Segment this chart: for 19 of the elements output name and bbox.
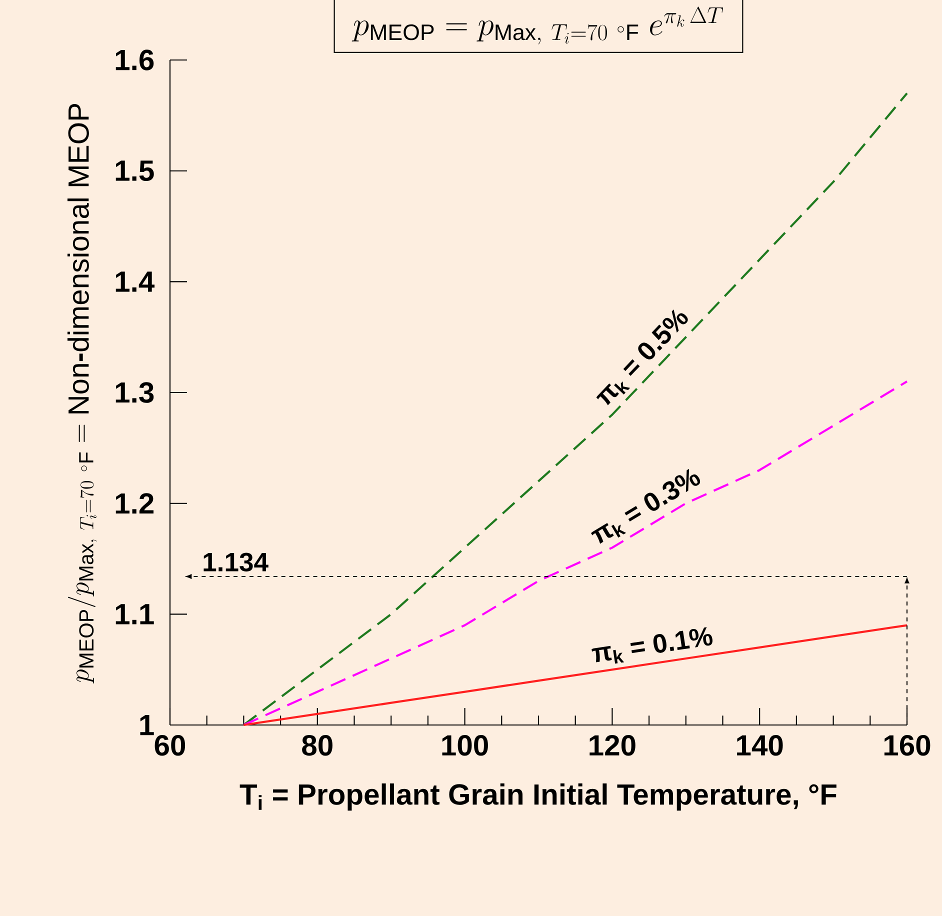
- chart-title: $p_{\mathrm{MEOP}} = p_{\mathrm{Max},\ T_{i} = 70\ {}^{\circ}\mathrm{F}}\ e^{\pi_{k}\,\Delta T}$: [352, 6, 724, 44]
- text: π$_{k}$ = 0.3%: [591, 468, 700, 544]
- x-tick-label: 160: [884, 735, 930, 756]
- y-tick-label: 1.3: [116, 382, 154, 403]
- x-tick-label: 100: [442, 735, 488, 756]
- y-tick-label: 1: [140, 714, 154, 736]
- y-tick-label: 1.6: [116, 50, 154, 70]
- text: π$_{k}$ = 0.1%: [592, 627, 712, 664]
- y-tick-label: 1.2: [116, 493, 154, 514]
- y-tick-label: 1.1: [116, 604, 154, 624]
- x-axis-title: T$_{i}$ = Propellant Grain Initial Temperature, °F: [240, 783, 836, 811]
- x-tick-label: 140: [737, 735, 783, 756]
- x-tick-label: 120: [590, 735, 636, 756]
- x-tick-label: 60: [154, 735, 186, 756]
- y-tick-label: 1.5: [116, 160, 154, 182]
- x-tick-label: 80: [302, 735, 332, 756]
- y-axis-title: $p_{\mathrm{MEOP}} / p_{\mathrm{Max},\ T_{i} = 70\ {}^{\circ}\mathrm{F}} = \mathrm{Non\mbox{-}dimensional\ MEOP}$: [67, 104, 97, 684]
- y-tick-label: 1.4: [116, 272, 155, 292]
- ref-line-label: 1.134: [204, 552, 268, 572]
